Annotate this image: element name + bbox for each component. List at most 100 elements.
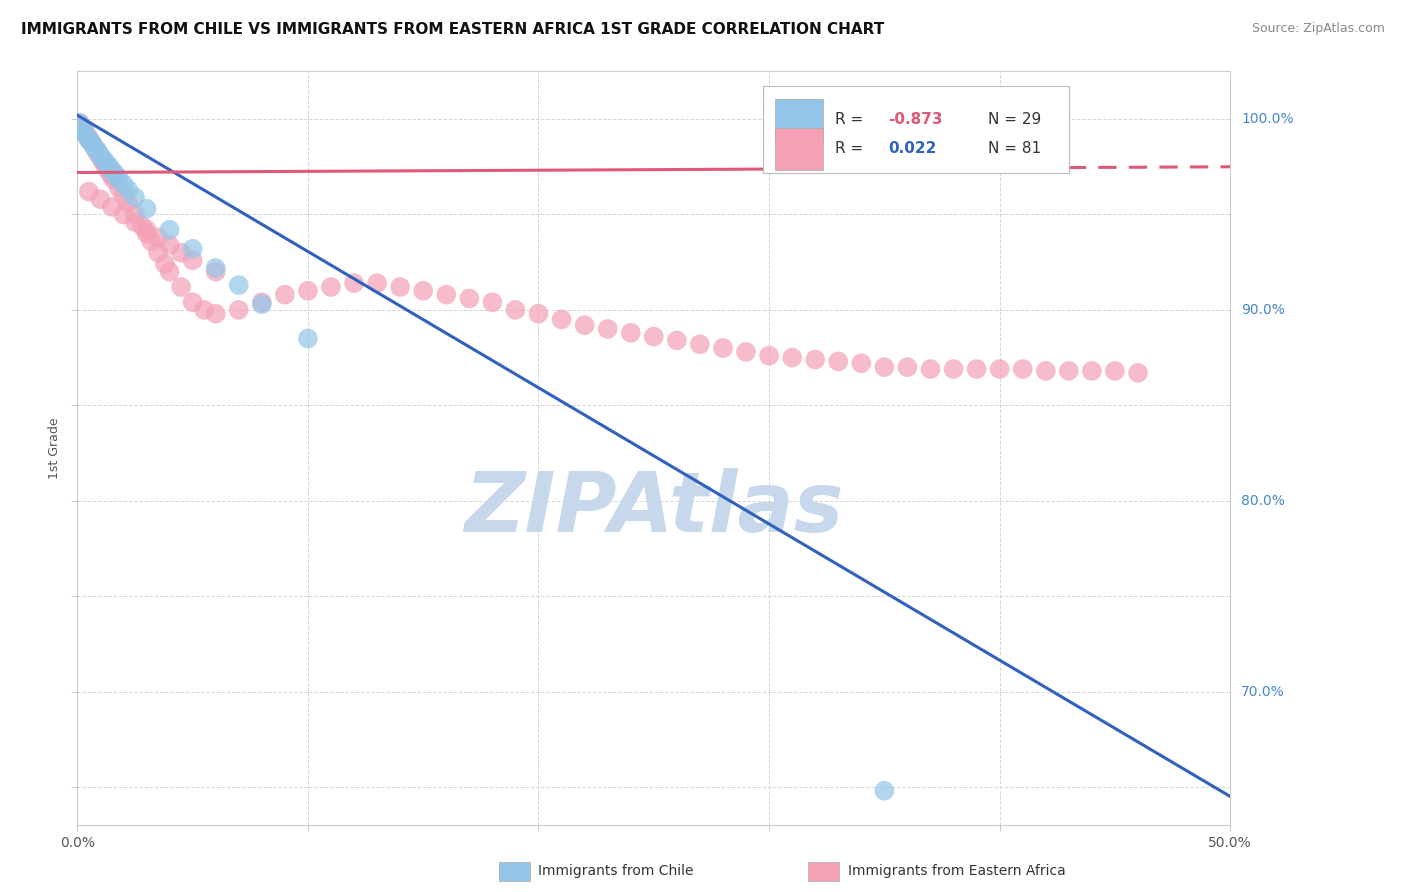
Point <box>153 257 176 271</box>
Point <box>550 312 572 326</box>
Point <box>117 183 139 197</box>
Point <box>1126 366 1149 380</box>
Point <box>181 242 204 256</box>
Text: 70.0%: 70.0% <box>1241 684 1285 698</box>
Point <box>711 341 734 355</box>
Point <box>527 307 550 321</box>
Point <box>1011 362 1033 376</box>
Point <box>250 295 273 310</box>
Point <box>159 223 181 237</box>
Point <box>412 284 434 298</box>
Point <box>69 116 91 130</box>
Point <box>98 165 121 179</box>
Point <box>73 125 96 139</box>
Point <box>84 143 107 157</box>
Point <box>827 354 849 368</box>
Text: 0.022: 0.022 <box>887 141 936 156</box>
Point <box>101 169 124 184</box>
Point <box>228 302 250 317</box>
Text: R =: R = <box>835 112 868 127</box>
Point <box>87 146 110 161</box>
Point <box>159 238 181 252</box>
Point <box>98 160 121 174</box>
Point <box>159 265 181 279</box>
Point <box>204 260 226 275</box>
Point <box>434 287 457 301</box>
Point <box>139 234 162 248</box>
Point <box>89 148 111 162</box>
Text: 100.0%: 100.0% <box>1241 112 1294 126</box>
Point <box>101 200 124 214</box>
Point <box>689 337 711 351</box>
Point <box>574 318 596 333</box>
Point <box>146 230 169 244</box>
Point <box>274 287 297 301</box>
Point <box>70 120 93 134</box>
Point <box>643 329 665 343</box>
Point <box>505 302 527 317</box>
Text: Immigrants from Chile: Immigrants from Chile <box>538 864 695 879</box>
Point <box>91 152 114 166</box>
Point <box>77 133 100 147</box>
Text: N = 81: N = 81 <box>988 141 1042 156</box>
Text: -0.873: -0.873 <box>887 112 942 127</box>
Text: N = 29: N = 29 <box>988 112 1042 127</box>
Point <box>96 158 118 172</box>
Point <box>73 123 96 137</box>
Point <box>343 276 366 290</box>
Point <box>204 265 226 279</box>
Point <box>76 129 98 144</box>
Point <box>82 138 104 153</box>
Point <box>103 173 125 187</box>
Text: 90.0%: 90.0% <box>1241 303 1285 317</box>
Point <box>896 360 918 375</box>
Point <box>146 245 169 260</box>
Point <box>735 344 758 359</box>
Point <box>851 356 873 370</box>
Point <box>366 276 388 290</box>
Text: Immigrants from Eastern Africa: Immigrants from Eastern Africa <box>848 864 1066 879</box>
Point <box>103 165 125 179</box>
Point <box>76 128 98 142</box>
Point <box>94 158 117 172</box>
FancyBboxPatch shape <box>775 99 824 140</box>
Point <box>758 349 780 363</box>
Point <box>804 352 827 367</box>
Point <box>124 190 146 204</box>
Point <box>101 163 124 178</box>
Text: 80.0%: 80.0% <box>1241 493 1285 508</box>
FancyBboxPatch shape <box>763 87 1069 173</box>
Point <box>80 135 103 149</box>
Point <box>96 161 118 176</box>
Point <box>117 196 139 211</box>
Point <box>91 154 114 169</box>
Point <box>135 227 157 241</box>
Point <box>69 116 91 130</box>
Point <box>70 121 93 136</box>
Point <box>988 362 1011 376</box>
Point <box>665 334 688 348</box>
Point <box>1035 364 1057 378</box>
Text: R =: R = <box>835 141 868 156</box>
Point <box>105 169 128 184</box>
Point <box>82 138 104 153</box>
Text: IMMIGRANTS FROM CHILE VS IMMIGRANTS FROM EASTERN AFRICA 1ST GRADE CORRELATION CH: IMMIGRANTS FROM CHILE VS IMMIGRANTS FROM… <box>21 22 884 37</box>
Point <box>596 322 619 336</box>
Point <box>942 362 965 376</box>
Point <box>181 253 204 268</box>
Point <box>135 223 157 237</box>
Point <box>297 284 319 298</box>
Point <box>297 331 319 345</box>
Point <box>319 280 342 294</box>
Point <box>80 135 103 149</box>
Point <box>89 192 111 206</box>
Point <box>181 295 204 310</box>
Point <box>84 143 107 157</box>
Point <box>77 131 100 145</box>
Point <box>108 171 131 186</box>
FancyBboxPatch shape <box>775 128 824 169</box>
Point <box>89 150 111 164</box>
Point <box>87 145 110 159</box>
Point <box>920 362 942 376</box>
Point <box>131 219 153 233</box>
